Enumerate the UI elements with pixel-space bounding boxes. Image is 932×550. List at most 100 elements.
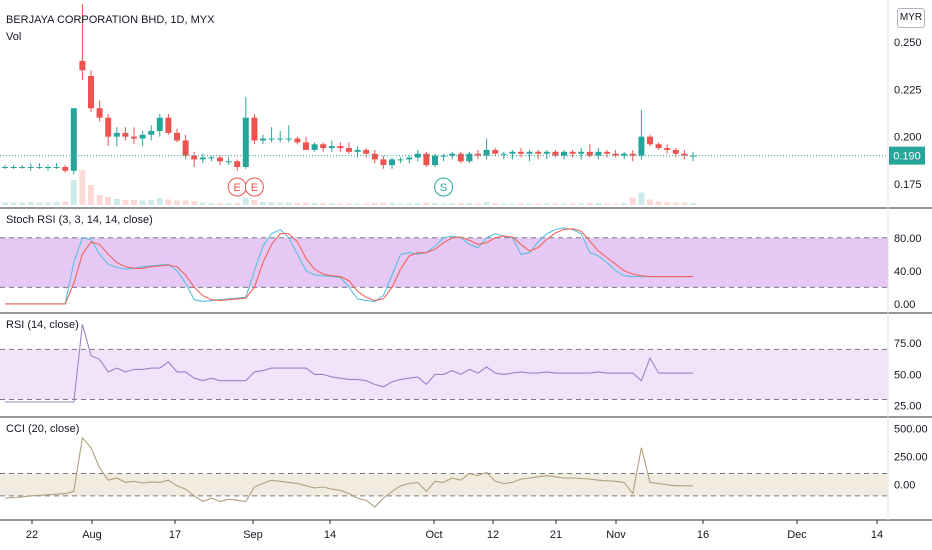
volume-bar xyxy=(449,203,456,205)
candle-body xyxy=(285,138,292,140)
price-tick-label: 0.250 xyxy=(894,37,922,49)
candle-body xyxy=(277,138,284,140)
candle-body xyxy=(664,148,671,150)
candle-body xyxy=(492,149,499,154)
time-tick-label: 14 xyxy=(871,529,883,541)
volume-bar xyxy=(466,203,473,205)
volume-bar xyxy=(36,202,43,205)
volume-bar xyxy=(440,203,447,205)
volume-bar xyxy=(389,203,395,205)
split-marker xyxy=(434,177,454,197)
candle-body xyxy=(543,151,550,154)
candle-body xyxy=(346,148,352,152)
candle-body xyxy=(303,142,309,150)
candle-body xyxy=(604,151,610,154)
candle-body xyxy=(457,153,464,162)
candle-body xyxy=(62,166,69,171)
candle-body xyxy=(354,149,361,152)
volume-bar xyxy=(122,200,129,205)
volume-bar xyxy=(518,203,524,205)
currency-badge[interactable]: MYR xyxy=(897,8,925,28)
volume-bar xyxy=(10,202,17,205)
cci-line xyxy=(4,436,693,508)
candle-body xyxy=(638,136,645,156)
time-tick-label: 22 xyxy=(26,529,38,541)
volume-bar xyxy=(595,203,602,205)
candle-body xyxy=(320,144,327,149)
volume-bar xyxy=(397,203,404,205)
indicator-tick-label: 80.00 xyxy=(894,233,922,245)
volume-bar xyxy=(217,203,223,205)
candle-body xyxy=(561,151,567,156)
volume-bar xyxy=(543,203,550,205)
candle-body xyxy=(2,166,8,168)
volume-bar xyxy=(294,203,301,205)
volume-bar xyxy=(380,202,387,205)
volume-bar xyxy=(423,202,430,205)
candle-body xyxy=(363,149,370,154)
volume-bar xyxy=(182,200,189,205)
candle-body xyxy=(174,132,180,141)
indicator-tick-label: 250.00 xyxy=(894,452,928,464)
candle-body xyxy=(260,138,266,141)
volume-bar xyxy=(612,203,619,205)
volume-bar xyxy=(328,203,335,205)
symbol-title: BERJAYA CORPORATION BHD, 1D, MYX xyxy=(6,14,215,26)
indicator-tick-label: 40.00 xyxy=(894,266,922,278)
candle-body xyxy=(586,151,593,156)
candle-body xyxy=(518,151,524,154)
volume-bar xyxy=(79,170,86,205)
candle-body xyxy=(242,117,249,167)
event-marker-label: S xyxy=(440,182,447,194)
volume-bar xyxy=(88,185,94,205)
candle-body xyxy=(234,161,241,167)
volume-bar xyxy=(2,202,8,205)
candle-body xyxy=(509,151,516,154)
candle-body xyxy=(629,153,636,156)
candle-body xyxy=(105,117,112,137)
candle-body xyxy=(440,155,447,157)
volume-bar xyxy=(19,202,26,205)
price-tick-label: 0.175 xyxy=(894,179,922,191)
candle-body xyxy=(70,108,77,171)
candle-body xyxy=(526,151,533,154)
candle-body xyxy=(535,151,542,154)
candle-body xyxy=(500,153,507,155)
volume-bar xyxy=(113,199,120,205)
candle-body xyxy=(397,159,404,161)
volume-bar xyxy=(432,203,438,205)
volume-bar xyxy=(475,203,481,205)
candle-body xyxy=(165,117,172,133)
time-tick-label: Nov xyxy=(606,529,626,541)
event-marker-label: E xyxy=(234,182,241,194)
time-tick-label: Aug xyxy=(82,529,102,541)
volume-bar xyxy=(148,200,155,205)
candle-body xyxy=(156,117,163,131)
volume-bar xyxy=(406,203,413,205)
candle-body xyxy=(182,140,189,156)
volume-bar xyxy=(629,197,636,205)
volume-bar xyxy=(492,203,499,205)
candle-body xyxy=(53,166,60,168)
candle-body xyxy=(483,149,490,156)
volume-bar xyxy=(509,203,516,205)
volume-bar xyxy=(303,202,309,205)
volume-bar xyxy=(174,200,180,205)
candle-body xyxy=(191,155,198,160)
candle-body xyxy=(122,132,129,137)
volume-bar xyxy=(251,200,258,205)
volume-bar xyxy=(552,203,559,205)
volume-bar xyxy=(690,203,696,205)
candle-body xyxy=(79,60,86,71)
volume-bar xyxy=(457,203,464,205)
candle-body xyxy=(328,146,335,149)
volume-bar xyxy=(500,203,507,205)
candle-body xyxy=(113,132,120,137)
event-marker-label: E xyxy=(251,182,258,194)
time-tick-label: 21 xyxy=(550,529,562,541)
volume-bar xyxy=(604,203,610,205)
candle-body xyxy=(208,157,215,159)
candle-body xyxy=(681,153,688,156)
candle-body xyxy=(311,144,318,150)
